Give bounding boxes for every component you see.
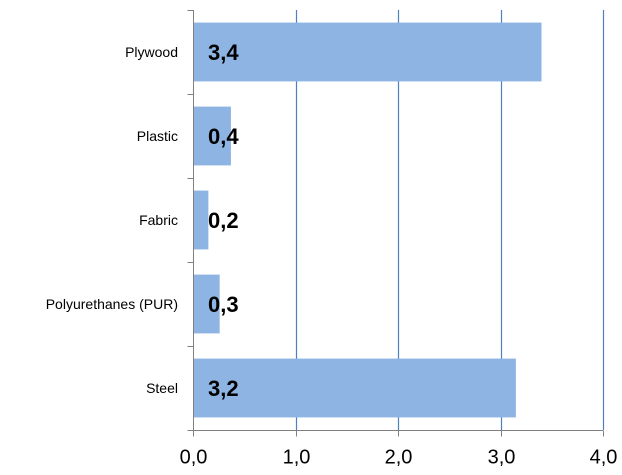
bar-2 — [193, 191, 208, 250]
bar-0 — [193, 23, 542, 82]
x-tick-label-0: 0,0 — [180, 447, 208, 469]
bars — [193, 23, 542, 418]
category-label-1: Plastic — [137, 128, 178, 144]
bar-4 — [193, 359, 516, 418]
x-tick-label-3: 3,0 — [488, 447, 516, 469]
data-label-0: 3,4 — [208, 40, 239, 65]
data-label-3: 0,3 — [208, 292, 239, 317]
category-label-0: Plywood — [125, 44, 178, 60]
x-tick-label-4: 4,0 — [590, 447, 618, 469]
category-label-4: Steel — [146, 380, 178, 396]
category-label-3: Polyurethanes (PUR) — [46, 296, 178, 312]
data-label-4: 3,2 — [208, 376, 239, 401]
data-label-2: 0,2 — [208, 208, 239, 233]
x-tick-label-2: 2,0 — [385, 447, 413, 469]
x-tick-label-1: 1,0 — [283, 447, 311, 469]
data-label-1: 0,4 — [208, 124, 239, 149]
category-label-2: Fabric — [139, 212, 178, 228]
